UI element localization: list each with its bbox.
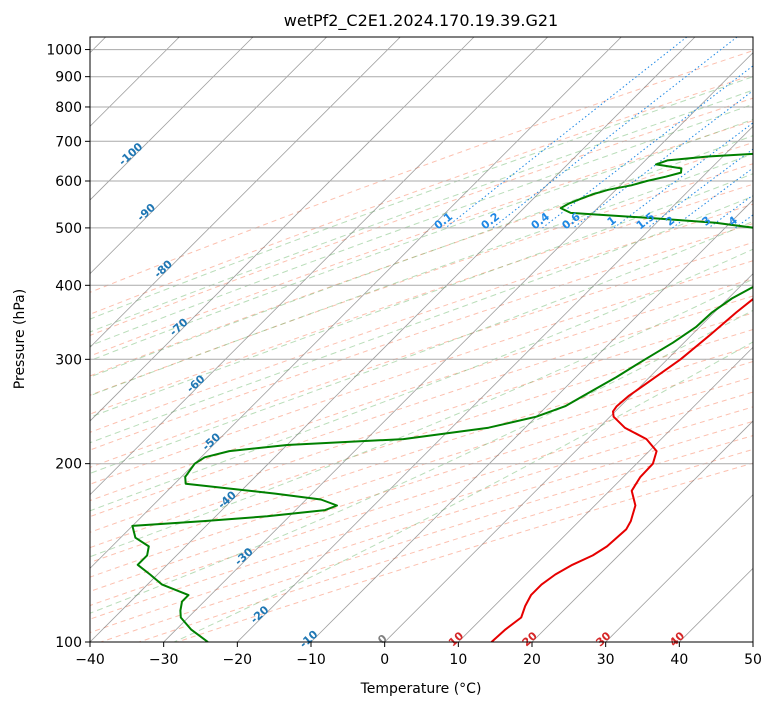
moist-adiabat [90, 173, 753, 418]
y-tick-label: 500 [55, 221, 82, 237]
moist-adiabat [90, 278, 753, 558]
y-tick-label: 400 [55, 278, 82, 294]
x-tick-label: 10 [449, 652, 467, 668]
skewed-isotherm [605, 494, 753, 642]
dewpoint-profile [131, 152, 753, 642]
mixing-ratio-line [492, 37, 738, 229]
skewed-isotherm [163, 52, 753, 642]
x-tick-label: −30 [149, 652, 179, 668]
x-tick-label: 30 [597, 652, 615, 668]
skewed-isotherm [458, 346, 753, 642]
skewed-isotherm [90, 37, 401, 348]
x-tick-label: −10 [296, 652, 326, 668]
dry-adiabat [90, 241, 753, 468]
x-axis-label: Temperature (°C) [360, 681, 482, 697]
dry-adiabat [90, 361, 753, 578]
skewed-isotherm [531, 420, 753, 642]
dry-adiabat [90, 420, 753, 634]
x-tick-label: 0 [380, 652, 389, 668]
moist-adiabat [90, 76, 753, 320]
skewed-isotherm [752, 641, 753, 642]
y-tick-label: 900 [55, 70, 82, 86]
dry-adiabat [90, 278, 753, 502]
moist-adiabat [90, 195, 753, 444]
dry-adiabat [90, 223, 753, 451]
x-tick-label: 40 [670, 652, 688, 668]
series-layer [131, 152, 753, 642]
skewed-isotherm [90, 37, 548, 496]
x-tick-label: 20 [523, 652, 541, 668]
background-lines [90, 37, 753, 642]
mixing-ratio-line [572, 90, 753, 229]
dry-adiabat [100, 435, 753, 642]
plot-background [90, 37, 753, 642]
moist-adiabat [90, 89, 753, 333]
dry-adiabat [90, 97, 753, 336]
y-tick-label: 700 [55, 134, 82, 150]
y-tick-label: 100 [55, 635, 82, 651]
dry-adiabat [177, 462, 753, 642]
dry-adiabat [90, 50, 753, 293]
skewed-isotherm [90, 37, 254, 201]
dry-adiabat [90, 142, 753, 377]
x-tick-label: 50 [744, 652, 762, 668]
skewed-isotherm [90, 37, 475, 422]
dry-adiabat [90, 328, 753, 549]
x-tick-label: −40 [75, 652, 105, 668]
temperature-profile [490, 297, 753, 642]
skewed-isotherm [237, 125, 753, 642]
y-axis-label: Pressure (hPa) [12, 289, 28, 389]
x-tick-label: −20 [223, 652, 253, 668]
skewed-isotherm [90, 37, 696, 642]
y-tick-label: 300 [55, 352, 82, 368]
mixing-ratio-line [542, 65, 753, 229]
skewed-isotherm [90, 37, 622, 569]
dry-adiabat [90, 391, 753, 607]
y-tick-label: 600 [55, 174, 82, 190]
dry-adiabat [90, 74, 753, 315]
skewed-isotherm [384, 273, 753, 642]
moist-adiabat [90, 118, 753, 362]
chart-title: wetPf2_C2E1.2024.170.19.39.G21 [284, 11, 558, 31]
skewed-isotherm [310, 199, 753, 642]
y-tick-label: 800 [55, 100, 82, 116]
moist-adiabat [90, 153, 753, 397]
mixing-ratio-line [672, 167, 753, 229]
skewed-isotherm [90, 37, 327, 275]
x-axis: −40 −30 −20 −10 0 10 20 30 40 50 [75, 642, 762, 668]
dry-adiabat [90, 163, 753, 396]
plot-frame [89, 36, 754, 643]
y-tick-label: 200 [55, 457, 82, 473]
y-axis: 100 200 300 400 500 600 700 800 900 1000 [46, 43, 90, 651]
y-tick-label: 1000 [46, 43, 82, 59]
